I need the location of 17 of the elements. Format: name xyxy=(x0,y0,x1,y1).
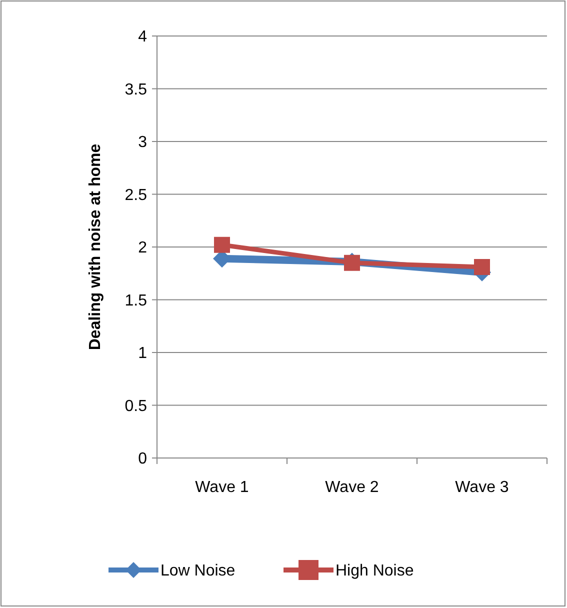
point xyxy=(474,259,490,276)
y-tick-label: 1.5 xyxy=(124,292,148,310)
point xyxy=(214,236,230,253)
x-tick-label: Wave 1 xyxy=(195,479,249,496)
legend-label: High Noise xyxy=(336,562,414,580)
y-tick-label: 3 xyxy=(138,134,148,152)
y-tick-label: 0 xyxy=(138,450,148,468)
y-tick-label: 1 xyxy=(138,345,148,362)
x-tick-label: Wave 2 xyxy=(325,479,379,496)
y-axis-title: Dealing with noise at home xyxy=(87,144,104,350)
y-tick-label: 0.5 xyxy=(124,398,148,415)
y-tick-label: 3.5 xyxy=(124,81,148,98)
y-tick-label: 2.5 xyxy=(124,186,148,204)
legend-label: Low Noise xyxy=(160,562,236,580)
y-tick-label: 2 xyxy=(138,240,148,257)
x-tick-label: Wave 3 xyxy=(455,479,509,496)
y-tick-label: 4 xyxy=(138,28,148,46)
